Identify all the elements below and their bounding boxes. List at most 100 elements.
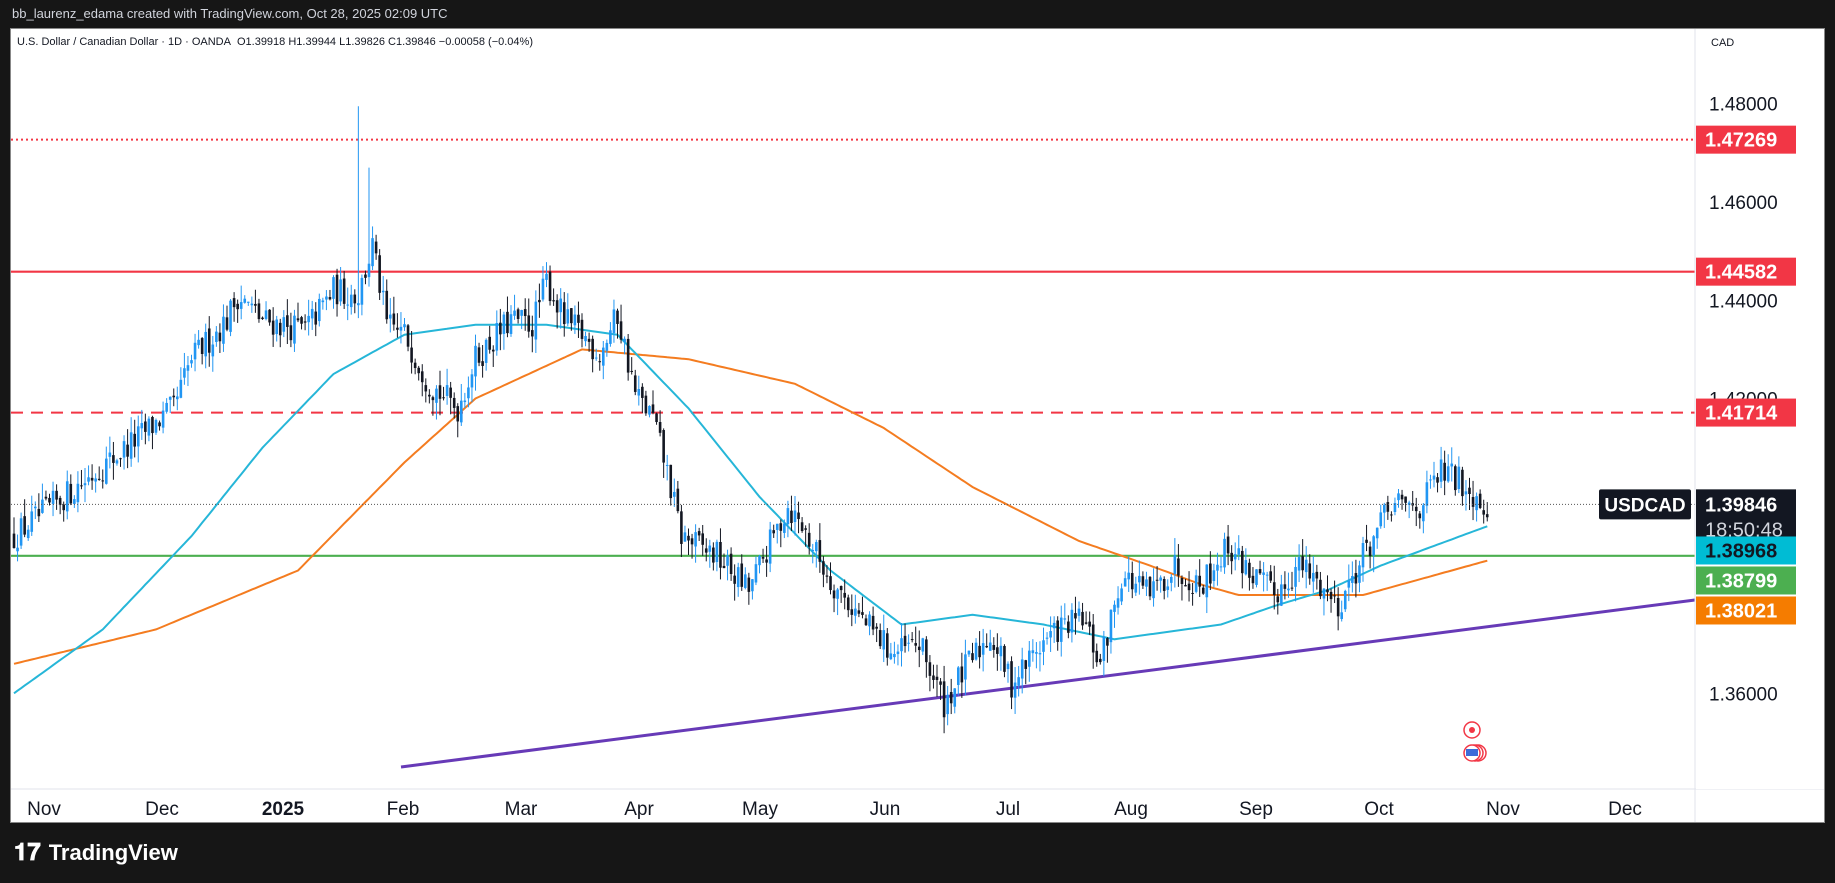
candle-body — [612, 309, 616, 333]
candle-body — [1436, 477, 1439, 483]
candle-body — [282, 317, 286, 332]
candle-body — [58, 497, 62, 506]
candle-body — [1312, 572, 1315, 582]
candle-body — [80, 485, 83, 487]
symbol-tag: USDCAD — [1604, 495, 1685, 516]
candle-body — [1343, 590, 1347, 610]
candle-body — [1262, 572, 1265, 575]
candle-body — [1148, 576, 1152, 597]
candle-body — [1074, 613, 1077, 619]
candle-body — [144, 421, 147, 432]
candle-body — [424, 385, 428, 392]
candle-body — [477, 347, 481, 363]
candle-body — [357, 303, 360, 306]
candle-body — [342, 278, 346, 304]
candle-body — [843, 592, 846, 598]
candle-body — [1102, 636, 1106, 661]
candle-body — [16, 547, 19, 552]
candle-body — [1191, 592, 1194, 594]
currency-label: CAD — [1711, 37, 1734, 49]
candle-body — [1180, 577, 1184, 584]
price-chart[interactable]: U.S. Dollar / Canadian Dollar · 1D · OAN… — [11, 29, 1824, 822]
candle-body — [708, 545, 712, 552]
candle-body — [325, 296, 328, 300]
candle-body — [222, 316, 225, 344]
candle-body — [633, 375, 637, 392]
candle-body — [73, 499, 76, 504]
candle-body — [772, 530, 775, 534]
candle-body — [1003, 645, 1006, 672]
time-axis: Nov Dec 2025 Feb Mar Apr May Jun Jul Aug Sep Oct Nov… — [27, 799, 1642, 820]
legend-ohlc: O1.39918 H1.39944 L1.39826 C1.39846 −0.0… — [237, 36, 533, 48]
candle-body — [1170, 576, 1173, 583]
candle-body — [140, 423, 144, 429]
candle-body — [882, 630, 886, 650]
candle-body — [1091, 624, 1095, 653]
candle-body — [332, 277, 335, 299]
candle-body — [605, 342, 609, 351]
candle-body — [971, 653, 974, 661]
candle-body — [903, 635, 907, 647]
candle-body — [1351, 576, 1354, 583]
candle-body — [641, 386, 644, 398]
candle-body — [1013, 682, 1017, 698]
candle-body — [690, 538, 694, 545]
candle-body — [346, 304, 349, 306]
candle-body — [165, 402, 168, 412]
candle-body — [1390, 514, 1393, 516]
candle-body — [268, 309, 271, 323]
candle-body — [499, 322, 502, 335]
countdown-tag: 18:50:48 — [1705, 519, 1783, 541]
trendline — [400, 598, 1696, 769]
candle-body — [1482, 510, 1485, 515]
candle-body — [1379, 512, 1383, 527]
candle-body — [1439, 459, 1443, 482]
candle-body — [768, 529, 772, 564]
candle-body — [215, 331, 218, 342]
candle-body — [1290, 587, 1294, 589]
candle-body — [1368, 546, 1372, 557]
candle-body — [509, 314, 513, 334]
candle-body — [818, 540, 822, 562]
candle-body — [598, 361, 602, 363]
candle-body — [115, 460, 119, 464]
candle-body — [978, 645, 981, 658]
candle-body — [193, 342, 197, 360]
tradingview-logo-icon: 𝟏𝟕 — [14, 839, 41, 866]
level-tag-resistance-dotted: 1.47269 — [1705, 130, 1777, 152]
candle-body — [1116, 598, 1120, 608]
chart-background — [11, 29, 1824, 822]
time-tick-label: Dec — [145, 799, 179, 820]
candle-body — [122, 441, 126, 458]
candle-body — [811, 549, 815, 551]
candle-body — [889, 653, 893, 660]
candle-body — [570, 308, 573, 324]
candle-body — [878, 630, 882, 647]
candle-body — [602, 347, 605, 366]
candle-body — [1404, 496, 1407, 503]
candle-body — [1269, 571, 1272, 581]
candle-body — [534, 301, 538, 340]
candle-body — [520, 310, 523, 316]
candle-body — [278, 322, 282, 336]
candle-body — [321, 300, 325, 303]
candle-body — [754, 564, 758, 583]
candle-body — [1329, 591, 1333, 600]
candle-body — [161, 410, 165, 428]
candle-body — [506, 311, 509, 334]
candle-body — [793, 510, 797, 523]
candle-body — [1049, 631, 1052, 638]
candle-body — [1322, 588, 1326, 599]
candle-body — [953, 688, 957, 707]
legend-symbol-text: U.S. Dollar / Canadian Dollar · 1D · OAN… — [17, 36, 232, 48]
time-tick-label: 2025 — [262, 799, 305, 820]
time-tick-label: Jun — [870, 799, 901, 820]
candle-body — [243, 298, 247, 303]
candle-body — [1276, 596, 1280, 603]
candle-body — [779, 523, 783, 531]
candle-body — [981, 643, 985, 655]
candle-body — [51, 490, 55, 504]
candle-body — [1138, 575, 1141, 583]
candle-body — [1120, 588, 1123, 602]
candle-body — [396, 327, 399, 330]
